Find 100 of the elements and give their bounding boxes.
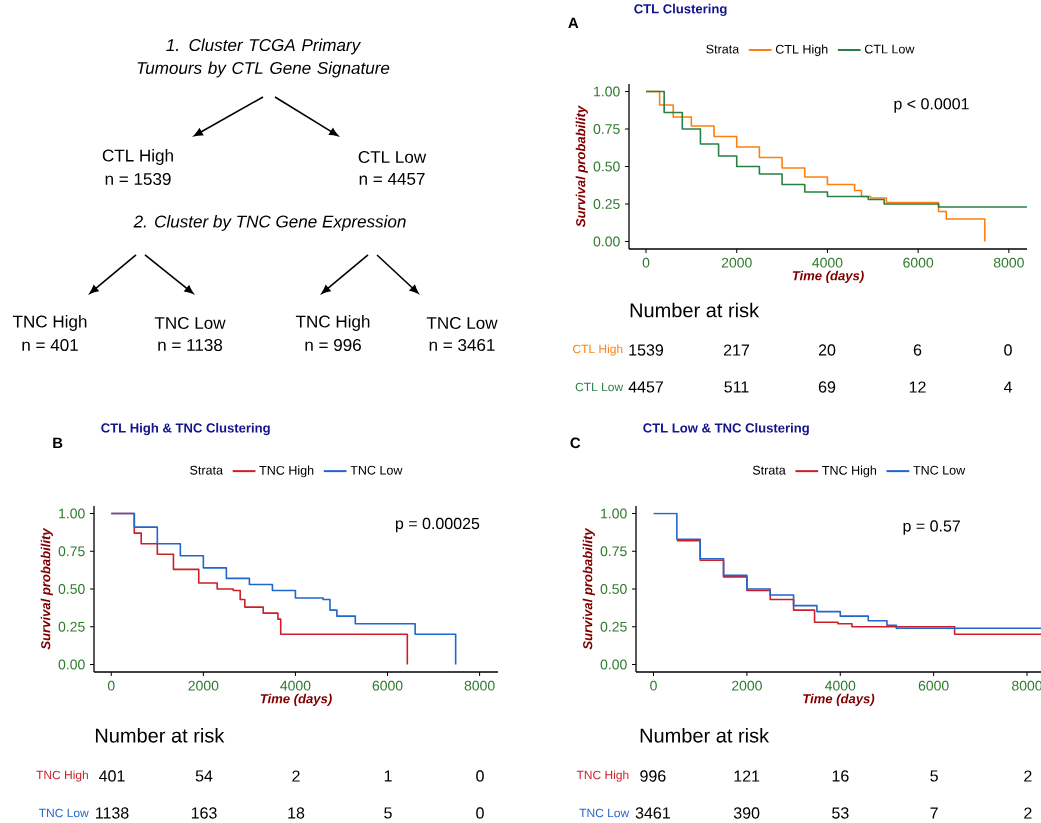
y-tick-label: 0.75: [600, 546, 627, 557]
text: n = 4457: [359, 173, 425, 185]
annotation: p < 0.0001: [894, 98, 969, 113]
x-tick-label: 0: [642, 257, 650, 268]
text: 5: [930, 770, 938, 782]
text: 12: [909, 381, 926, 393]
y-tick-label: 0.00: [600, 659, 627, 670]
y-tick-label: 0.75: [58, 546, 85, 557]
text: TNC Low: [154, 316, 226, 330]
text: Number at risk: [95, 727, 225, 743]
x-tick-label: 8000: [464, 680, 495, 691]
annotation: p = 0.57: [903, 520, 960, 535]
legend-label: CTL High: [775, 44, 828, 57]
y-tick-label: 0.25: [593, 199, 620, 209]
text: B: [53, 437, 63, 449]
y-tick-label: 0.00: [593, 236, 620, 247]
text: Number at risk: [630, 302, 760, 318]
legend-label: TNC High: [259, 465, 314, 478]
x-tick-label: 6000: [372, 680, 403, 691]
y-tick-label: 0.25: [58, 621, 85, 632]
text: 4457: [628, 381, 663, 393]
y-tick-label: 0.50: [600, 584, 627, 594]
text: n = 401: [22, 338, 78, 352]
text: 6: [913, 344, 922, 356]
text: 2. Cluster by TNC Gene Expression: [133, 215, 406, 231]
text: 1138: [96, 807, 129, 819]
x-tick-label: 0: [650, 680, 657, 691]
text: n = 3461: [429, 338, 495, 352]
text: 2: [1024, 770, 1032, 782]
text: 7: [930, 807, 938, 819]
x-tick-label: 4000: [825, 680, 856, 691]
chart-title: CTL Clustering: [634, 3, 727, 17]
legend-label: CTL Low: [864, 44, 915, 54]
legend-title: Strata: [752, 465, 786, 475]
y-tick-label: 0.75: [593, 124, 620, 134]
text: 511: [724, 381, 749, 393]
text: 5: [384, 807, 392, 819]
text: 996: [640, 770, 666, 782]
text: Number at risk: [640, 727, 770, 743]
text: 3461: [635, 807, 670, 819]
text: CTL High: [102, 149, 173, 165]
text: 0: [476, 807, 484, 819]
text: 163: [191, 807, 217, 819]
y-tick-label: 1.00: [594, 86, 620, 97]
x-tick-label: 2000: [188, 680, 219, 691]
text: 20: [818, 344, 836, 356]
text: 18: [288, 807, 305, 819]
legend-title: Strata: [190, 465, 224, 475]
text: TNC Low: [39, 808, 89, 818]
text: 2: [1024, 807, 1032, 819]
legend-label: TNC High: [822, 465, 877, 478]
x-tick-label: 2000: [732, 680, 762, 691]
text: 0: [1004, 344, 1012, 356]
text: 2: [292, 770, 300, 782]
y-axis-title: Survival probability: [575, 105, 588, 227]
text: 54: [195, 770, 213, 782]
text: n = 1138: [158, 338, 223, 352]
chart-title: CTL High & TNC Clustering: [101, 422, 270, 436]
x-tick-label: 6000: [903, 257, 934, 268]
y-axis-title: Survival probability: [582, 527, 595, 650]
text: 1. Cluster TCGA Primary Tumours by CTL Gene Signature: [137, 38, 390, 78]
text: TNC High: [36, 770, 88, 782]
x-tick-label: 2000: [721, 257, 752, 268]
text: TNC High: [12, 315, 87, 331]
legend-title: Strata: [706, 44, 740, 54]
chart-title: CTL Low & TNC Clustering: [643, 422, 809, 436]
text: 1: [384, 770, 392, 782]
text: TNC High: [295, 315, 370, 331]
x-tick-label: 8000: [993, 257, 1024, 268]
y-axis-title: Survival probability: [40, 527, 53, 650]
x-tick-label: 4000: [812, 257, 843, 268]
text: CTL Low: [575, 382, 624, 392]
x-tick-label: 6000: [918, 680, 949, 691]
annotation: p = 0.00025: [395, 517, 480, 533]
text: 390: [733, 807, 760, 819]
text: 217: [723, 344, 750, 356]
y-tick-label: 1.00: [59, 508, 85, 519]
text: CTL High: [573, 344, 623, 356]
legend-label: TNC Low: [913, 465, 966, 475]
text: A: [568, 17, 579, 29]
text: 0: [476, 770, 484, 782]
text: TNC Low: [426, 316, 498, 330]
text: 4: [1003, 381, 1012, 393]
x-tick-label: 4000: [280, 680, 311, 691]
text: n = 996: [305, 338, 361, 352]
text: 16: [832, 770, 849, 782]
text: 69: [818, 381, 836, 393]
y-tick-label: 0.25: [600, 621, 627, 632]
text: n = 1539: [105, 172, 171, 186]
text: C: [570, 437, 581, 449]
x-axis-title: Time (days): [792, 270, 864, 283]
x-axis-title: Time (days): [260, 693, 332, 706]
y-tick-label: 0.00: [58, 659, 85, 670]
text: 1539: [629, 344, 664, 356]
text: TNC Low: [579, 808, 630, 818]
legend-label: TNC Low: [350, 465, 403, 475]
text: 121: [734, 770, 760, 782]
y-tick-label: 1.00: [601, 508, 627, 519]
text: 401: [99, 770, 125, 782]
x-tick-label: 0: [107, 680, 115, 691]
